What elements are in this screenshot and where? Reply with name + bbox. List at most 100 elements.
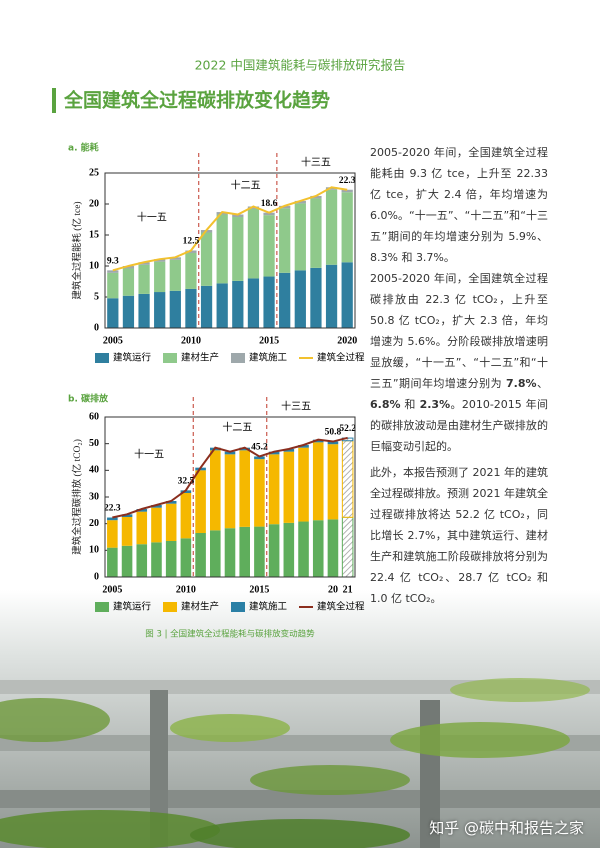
x-tick-label: 2015 — [249, 584, 269, 595]
bar-segment — [254, 526, 265, 577]
bar-segment — [200, 285, 213, 328]
legend-label: 建筑施工 — [249, 601, 288, 613]
figure-caption: 图 3 | 全国建筑全过程能耗与碳排放变动趋势 — [145, 629, 315, 640]
bar-segment — [165, 503, 177, 541]
bar-segment — [310, 195, 322, 199]
paragraph: 2005-2020 年间，全国建筑全过程能耗由 9.3 亿 tce，上升至 22… — [370, 142, 548, 268]
bar-segment — [325, 187, 338, 190]
bar-segment — [169, 257, 181, 260]
paragraph: 此外，本报告预测了 2021 年的建筑全过程碳排放。预测 2021 年建筑全过程… — [370, 462, 548, 609]
bar-segment — [151, 505, 162, 508]
bar-segment — [224, 451, 236, 455]
bar-segment — [136, 509, 148, 512]
bar-segment — [283, 451, 295, 523]
bar-segment — [310, 198, 322, 268]
bar-segment — [341, 189, 353, 193]
text-run: 此外，本报告预测了 2021 年的建筑全过程碳排放。预测 2021 年建筑全过程… — [370, 466, 548, 605]
bar-segment — [239, 526, 250, 577]
x-tick-label: 2005 — [103, 335, 123, 346]
bar-segment — [325, 264, 338, 328]
bar-segment — [216, 283, 228, 328]
bar-segment — [268, 524, 280, 577]
legend-swatch — [95, 602, 109, 612]
bar-segment — [325, 189, 338, 265]
bar-segment — [283, 449, 295, 452]
section-title: 全国建筑全过程碳排放变化趋势 — [63, 89, 330, 112]
bar-segment — [154, 259, 166, 262]
text-run: 。2010-2015 年间的碳排放波动是由建材生产碳排放的巨幅变动引起的。 — [370, 398, 548, 453]
legend-label: 建筑施工 — [249, 352, 288, 364]
bar-segment — [169, 290, 181, 328]
period-label: 十二五 — [231, 178, 261, 191]
bar-segment — [247, 206, 260, 209]
bar-segment — [310, 267, 322, 328]
y-axis-label: 建筑全过程能耗 (亿 tce) — [71, 201, 83, 299]
plot-frame — [104, 172, 356, 329]
bar-segment — [107, 517, 118, 521]
bar-segment — [279, 272, 291, 328]
bar-segment — [263, 276, 275, 328]
text-run: 2.3% — [419, 398, 451, 411]
bar-segment — [327, 519, 339, 577]
bar-segment — [263, 215, 275, 277]
bar-segment — [121, 545, 133, 577]
bar-segment — [107, 547, 118, 577]
bar-segment — [254, 459, 265, 527]
period-label: 十三五 — [281, 399, 311, 412]
text-run: 6.8% — [370, 398, 401, 411]
bar-segment — [165, 501, 177, 504]
line — [112, 436, 348, 519]
watermark: 知乎 @碳中和报告之家 — [429, 819, 584, 837]
bar-segment — [122, 266, 135, 269]
bar-segment — [224, 528, 236, 577]
text-run: 、 — [536, 377, 548, 390]
bar-segment — [232, 214, 244, 218]
y-tick-label: 30 — [89, 491, 99, 502]
bar-segment — [122, 295, 135, 328]
bar-segment — [232, 280, 244, 328]
bar-segment — [294, 270, 306, 328]
data-label: 22.3 — [104, 504, 121, 514]
bar-segment — [107, 270, 119, 273]
bar-segment — [312, 442, 324, 521]
legend-label: 建筑全过程 — [317, 352, 365, 364]
bar-segment — [136, 511, 148, 545]
bar-segment — [239, 447, 250, 451]
x-tick-label: 2010 — [176, 584, 196, 595]
bar-segment — [165, 541, 177, 577]
bar-segment — [195, 470, 206, 533]
legend-label: 建筑全过程 — [317, 601, 365, 613]
bar-segment — [210, 450, 221, 531]
bar-segment — [138, 262, 150, 265]
bar-segment — [138, 264, 150, 294]
bar-segment — [268, 454, 280, 525]
period-label: 十三五 — [301, 155, 331, 168]
x-tick-label: 2015 — [259, 335, 279, 346]
bar-segment — [312, 439, 324, 443]
bar-segment — [107, 272, 119, 299]
text-run: 和 — [400, 398, 420, 411]
bar-segment — [195, 533, 206, 577]
bar-segment — [121, 514, 133, 517]
bar-segment — [294, 203, 306, 271]
y-tick-label: 50 — [89, 438, 99, 449]
legend-label: 建材生产 — [181, 601, 219, 613]
legend-swatch — [163, 602, 177, 612]
bar-segment — [107, 520, 118, 548]
bar-segment — [247, 208, 260, 279]
data-label: 52.2 — [339, 424, 356, 434]
y-tick-label: 0 — [94, 322, 99, 333]
legend-swatch — [95, 353, 109, 363]
bar-segment — [327, 441, 339, 445]
bar-segment — [232, 217, 244, 281]
bar-segment — [122, 268, 135, 296]
bar-segment — [239, 450, 250, 527]
bar-segment — [180, 538, 192, 577]
bar-segment — [200, 232, 213, 286]
data-label: 9.3 — [107, 257, 119, 267]
bar-segment — [294, 200, 306, 204]
period-label: 十一五 — [134, 447, 164, 460]
x-tick-label: 2020 — [337, 335, 357, 346]
